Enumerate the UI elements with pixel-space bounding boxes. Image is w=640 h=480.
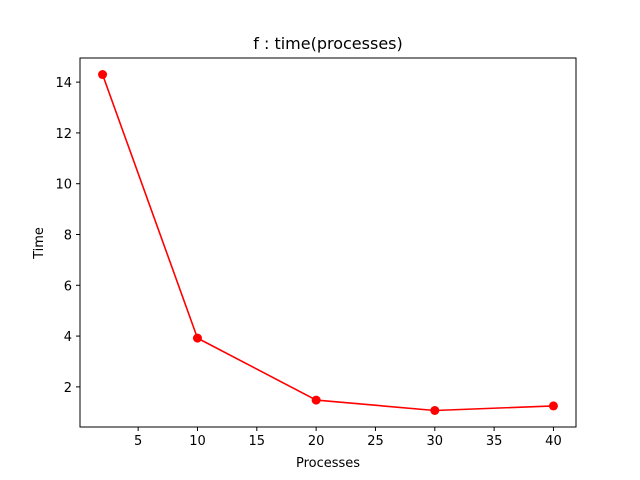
- y-tick-label: 10: [55, 178, 72, 193]
- data-point: [311, 395, 321, 405]
- x-tick-label: 20: [308, 434, 325, 449]
- data-point: [548, 401, 558, 411]
- y-axis-ticks: 2 4 6 8 10 12 14: [55, 76, 80, 396]
- x-tick-label: 10: [189, 434, 206, 449]
- x-tick-label: 40: [545, 434, 562, 449]
- x-tick-label: 35: [486, 434, 503, 449]
- y-tick-label: 6: [64, 279, 72, 294]
- data-point: [98, 70, 108, 80]
- y-tick-label: 12: [55, 127, 72, 142]
- x-tick-label: 30: [427, 434, 444, 449]
- series-layer: [98, 70, 558, 415]
- x-tick-label: 25: [367, 434, 384, 449]
- data-point: [192, 333, 202, 343]
- y-axis-label: Time: [32, 227, 47, 260]
- x-tick-label: 15: [249, 434, 266, 449]
- plot-frame: [79, 57, 577, 428]
- y-tick-label: 2: [64, 381, 72, 396]
- y-tick-label: 8: [64, 229, 72, 244]
- x-tick-label: 5: [134, 434, 142, 449]
- x-axis-label: Processes: [296, 456, 360, 471]
- x-axis-ticks: 5 10 15 20 25 30 35 40: [134, 427, 562, 449]
- data-point: [430, 405, 440, 415]
- y-tick-label: 4: [64, 330, 72, 345]
- y-tick-label: 14: [55, 76, 72, 91]
- chart-title: f : time(processes): [253, 34, 403, 53]
